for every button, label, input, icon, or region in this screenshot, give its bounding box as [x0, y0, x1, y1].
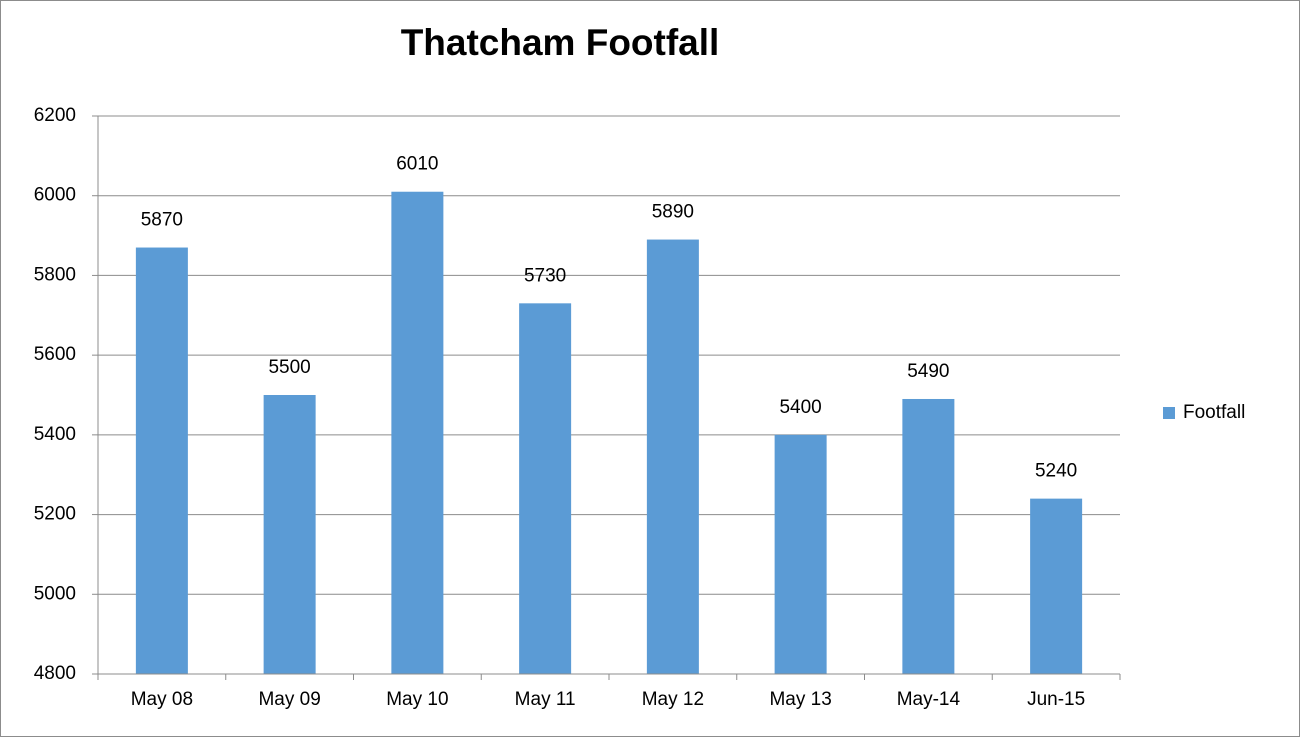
- data-label: 5730: [524, 265, 566, 286]
- bar: [774, 434, 827, 674]
- y-tick-label: 5400: [34, 424, 76, 445]
- x-tick-label: May 09: [258, 689, 320, 710]
- x-tick-label: May 12: [642, 689, 704, 710]
- data-label: 5500: [268, 357, 310, 378]
- legend-swatch: [1163, 407, 1175, 419]
- bar: [1030, 498, 1083, 674]
- y-tick-label: 5600: [34, 344, 76, 365]
- bar: [519, 303, 572, 674]
- y-tick-label: 4800: [34, 663, 76, 684]
- x-tick-label: May 11: [515, 689, 576, 710]
- data-label: 5400: [779, 397, 821, 418]
- x-tick-label: Jun-15: [1027, 689, 1085, 710]
- y-tick-label: 5200: [34, 504, 76, 525]
- x-tick-label: May 08: [131, 689, 193, 710]
- data-label: 5870: [141, 210, 183, 231]
- y-tick-label: 5800: [34, 264, 76, 285]
- bar: [646, 239, 699, 675]
- data-label: 5490: [907, 361, 949, 382]
- x-tick-label: May-14: [897, 689, 961, 710]
- y-tick-label: 6200: [34, 105, 76, 126]
- x-tick-label: May 13: [769, 689, 831, 710]
- bar: [263, 395, 316, 674]
- data-label: 6010: [396, 154, 438, 175]
- bar: [135, 247, 188, 674]
- data-label: 5240: [1035, 461, 1077, 482]
- chart-title: Thatcham Footfall: [401, 22, 720, 63]
- data-label: 5890: [652, 202, 694, 223]
- y-tick-label: 5000: [34, 583, 76, 604]
- bar: [902, 398, 955, 674]
- x-tick-label: May 10: [386, 689, 448, 710]
- y-tick-label: 6000: [34, 185, 76, 206]
- bar: [391, 191, 444, 674]
- legend-label: Footfall: [1183, 402, 1245, 423]
